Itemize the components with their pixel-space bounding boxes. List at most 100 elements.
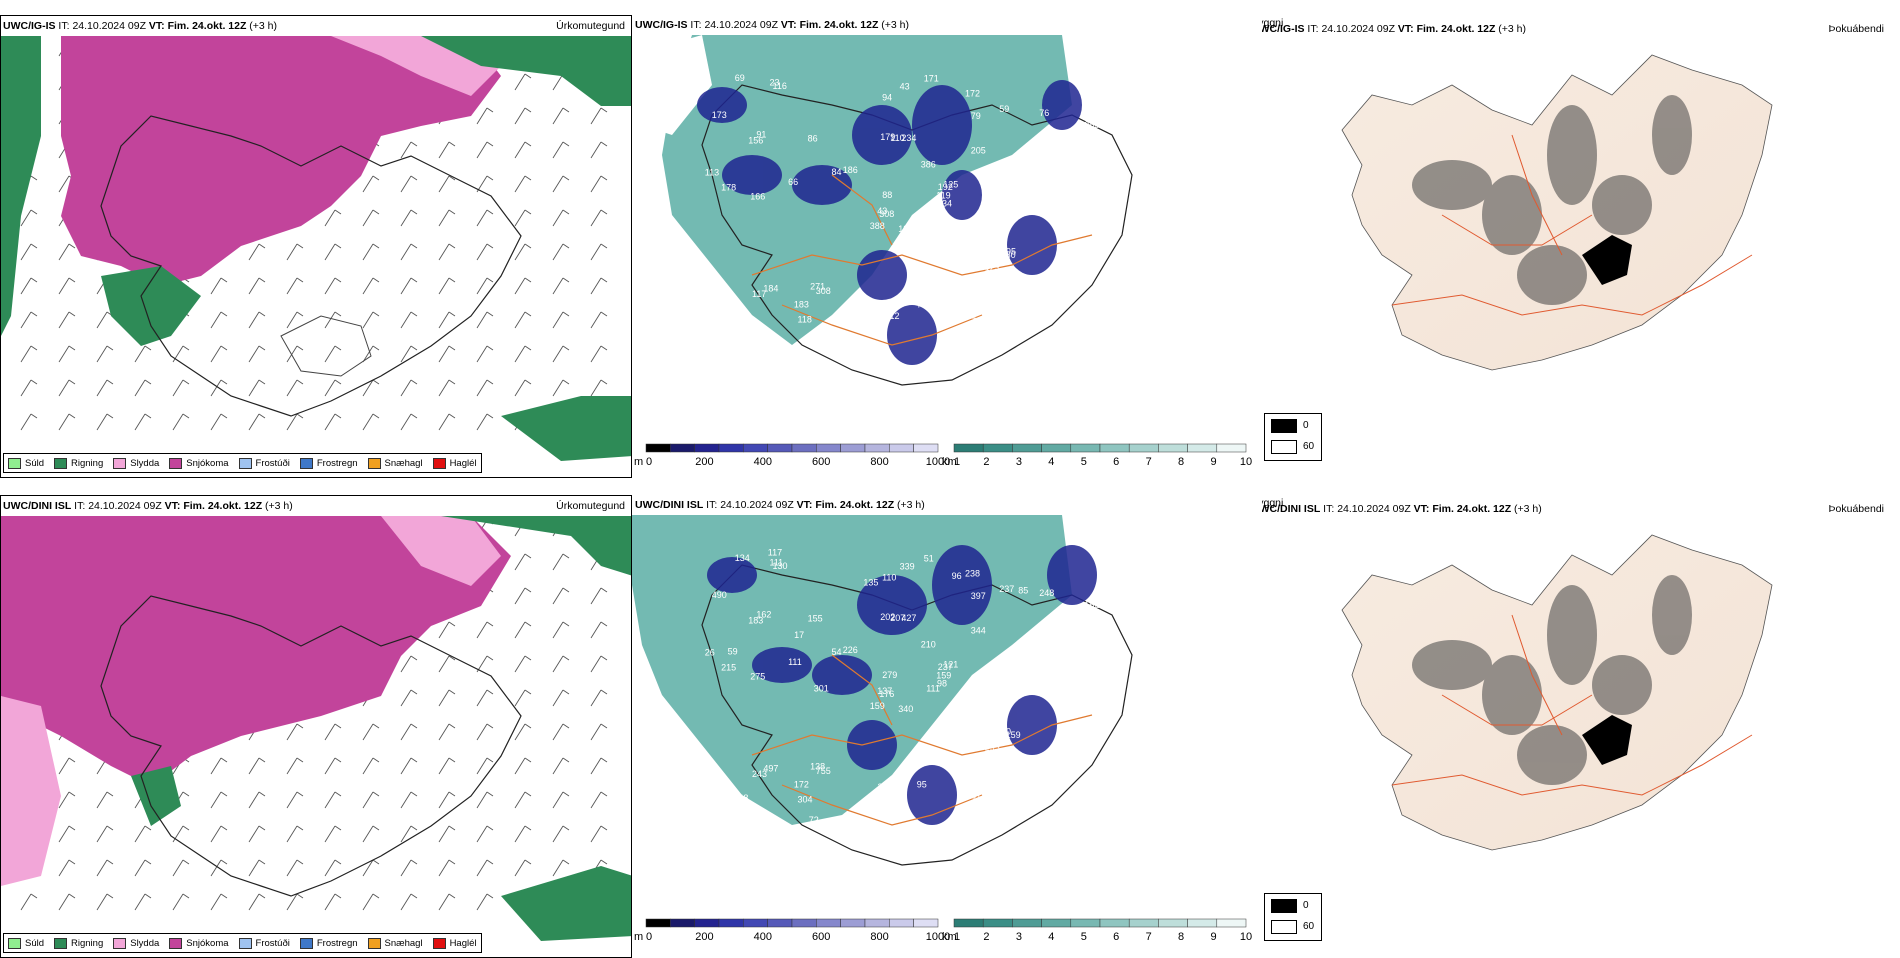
height-label: 84	[832, 167, 842, 177]
height-label: 388	[870, 221, 885, 231]
height-label: 183	[794, 300, 809, 310]
colorbar-cell	[816, 918, 841, 928]
colorbar-cell	[670, 918, 695, 928]
height-label: 181	[966, 791, 981, 801]
wind-barb-flag	[372, 893, 380, 899]
fog-index-map-bottom: Skyggni UWC/DINI ISL IT: 24.10.2024 09Z …	[1262, 495, 1900, 958]
wind-barb-flag	[486, 621, 494, 627]
fog-swatch-0	[1271, 899, 1297, 913]
legend-item-snow-pellets: Snæhagl	[367, 937, 423, 949]
wind-barb-flag	[296, 859, 304, 865]
cloudbase-map-svg: 181 156 308 274 192 308 172 234 79 135 116 206 166 36…	[632, 35, 1133, 386]
wind-barb	[552, 553, 564, 571]
wind-barb-flag	[524, 107, 532, 113]
wind-barb-flag	[410, 859, 418, 865]
wind-barb	[58, 893, 70, 911]
wind-barb	[400, 311, 412, 329]
wind-barb-flag	[220, 413, 228, 419]
height-label: 91	[756, 130, 766, 140]
colorbar-cell	[840, 443, 866, 453]
wind-barb-flag	[448, 277, 456, 283]
wind-barb	[362, 277, 374, 295]
colorbar-tick: 200	[695, 456, 713, 466]
wind-barb	[514, 723, 526, 741]
wind-barb-flag	[410, 243, 418, 249]
wind-barb-flag	[448, 689, 456, 695]
wind-barb	[590, 757, 602, 775]
wind-barb-flag	[106, 791, 114, 797]
wind-barb-flag	[258, 277, 266, 283]
wind-barb-flag	[220, 757, 228, 763]
colorbar-cell	[1012, 918, 1042, 928]
wind-barb-flag	[182, 791, 190, 797]
height-label: 96	[952, 571, 962, 581]
wind-barb	[438, 655, 450, 673]
wind-barb	[286, 311, 298, 329]
wind-barb	[400, 141, 412, 159]
panel-title: UWC/IG-IS IT: 24.10.2024 09Z VT: Fim. 24…	[635, 19, 910, 31]
height-label: 205	[971, 146, 986, 156]
wind-barb-flag	[106, 893, 114, 899]
colorbar-cell	[889, 918, 914, 928]
wind-barb	[324, 791, 336, 809]
wind-barb-flag	[524, 689, 532, 695]
wind-barb-flag	[562, 209, 570, 215]
wind-barb-flag	[30, 311, 38, 317]
wind-barb-flag	[410, 757, 418, 763]
wind-barb-flag	[334, 311, 342, 317]
roads	[751, 654, 1093, 826]
legend-item-rain: Rigning	[54, 457, 103, 469]
wind-barb	[514, 311, 526, 329]
height-label: 138	[810, 762, 825, 772]
height-label: 54	[832, 647, 842, 657]
colorbar-cell	[791, 443, 817, 453]
precip-type-map-top: UWC/IG-IS IT: 24.10.2024 09Z VT: Fim. 24…	[0, 15, 632, 478]
wind-barb	[476, 757, 488, 775]
wind-barb-flag	[524, 791, 532, 797]
height-label: 173	[712, 110, 727, 120]
wind-barb-flag	[524, 621, 532, 627]
height-label: 211	[885, 791, 899, 801]
rain-area-se	[501, 396, 631, 461]
wind-barb	[134, 825, 146, 843]
legend-item-freezing-rain: Frostregn	[299, 937, 358, 949]
colorbar-unit: m	[634, 456, 643, 466]
colorbar-tick: 1000	[926, 931, 950, 941]
colorbar-cell	[1216, 918, 1247, 928]
wind-barb-flag	[486, 379, 494, 385]
colorbar-cell	[1216, 443, 1247, 453]
wind-barb	[362, 243, 374, 261]
height-label: 159	[1006, 730, 1021, 740]
fog-index-title: Þokuábendi	[1828, 23, 1884, 35]
wind-barb-flag	[600, 621, 608, 627]
wind-barb	[58, 277, 70, 295]
wind-barb-flag	[372, 345, 380, 351]
wind-barb-flag	[448, 825, 456, 831]
panel-title: UWC/DINI ISL IT: 24.10.2024 09Z VT: Fim.…	[1262, 503, 1542, 515]
wind-barb-flag	[486, 859, 494, 865]
height-label: 304	[798, 795, 813, 805]
wind-barb	[286, 825, 298, 843]
wind-barb-flag	[600, 655, 608, 661]
height-label: 339	[900, 562, 915, 572]
wind-barb	[476, 243, 488, 261]
wind-barb	[514, 587, 526, 605]
wind-barb	[58, 345, 70, 363]
wind-barb	[552, 757, 564, 775]
wind-barb	[210, 791, 222, 809]
wind-barb-flag	[600, 859, 608, 865]
wind-barb	[438, 175, 450, 193]
height-label: 308	[879, 209, 894, 219]
wind-barb-flag	[68, 277, 76, 283]
wind-barb	[552, 345, 564, 363]
height-label: 295	[1001, 246, 1016, 256]
height-label: 152	[1084, 600, 1099, 610]
wind-barb	[248, 893, 260, 911]
wind-barb-flag	[448, 621, 456, 627]
wind-barb-flag	[486, 345, 494, 351]
wind-barb-flag	[448, 345, 456, 351]
colorbar-cell	[743, 918, 768, 928]
wind-barb	[324, 345, 336, 363]
fog-legend: 0 60	[1264, 413, 1322, 461]
wind-barb-flag	[562, 689, 570, 695]
